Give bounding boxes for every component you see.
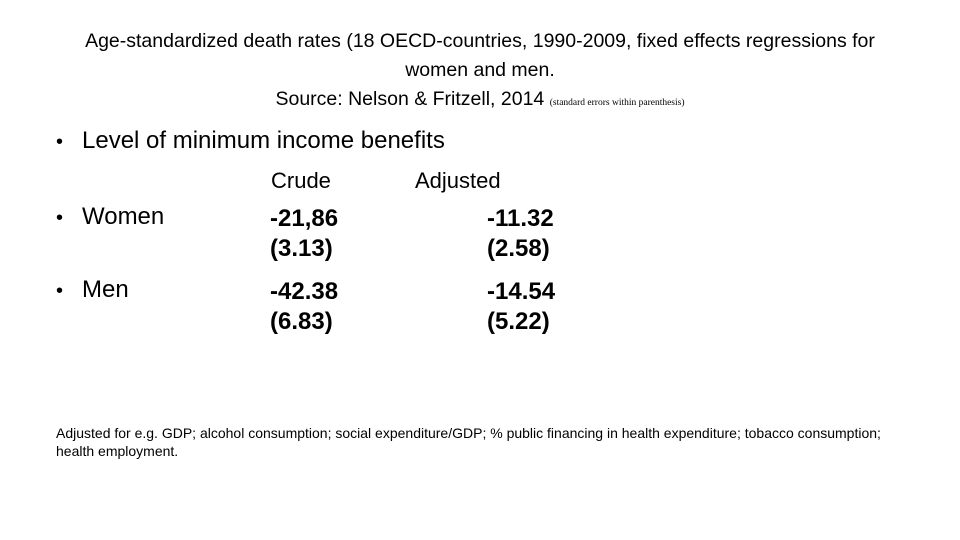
women-adjusted-cell: -11.32 (2.58) bbox=[487, 204, 554, 264]
women-crude-se: (3.13) bbox=[270, 235, 333, 262]
row-label-women: Women bbox=[82, 203, 165, 230]
title-line-1: Age-standardized death rates (18 OECD-co… bbox=[85, 30, 875, 52]
men-crude-se: (6.83) bbox=[270, 308, 333, 335]
men-crude-cell: -42.38 (6.83) bbox=[270, 277, 338, 337]
bullet-men: • Men bbox=[56, 276, 129, 304]
standard-errors-note: (standard errors within parenthesis) bbox=[549, 98, 685, 108]
row-label-men: Men bbox=[82, 276, 129, 303]
bullet-women: • Women bbox=[56, 203, 164, 231]
men-adjusted-cell: -14.54 (5.22) bbox=[487, 277, 555, 337]
footnote: Adjusted for e.g. GDP; alcohol consumpti… bbox=[56, 425, 881, 459]
bullet-icon: • bbox=[56, 207, 64, 229]
column-header-adjusted: Adjusted bbox=[415, 168, 501, 193]
source-citation: Source: Nelson & Fritzell, 2014 bbox=[275, 88, 545, 110]
slide-title: Age-standardized death rates (18 OECD-co… bbox=[40, 27, 920, 118]
bullet-icon: • bbox=[56, 131, 64, 153]
women-crude-value: -21,86 bbox=[270, 205, 339, 232]
bullet-main: • Level of minimum income benefits bbox=[56, 127, 445, 155]
men-crude-value: -42.38 bbox=[270, 278, 339, 305]
bullet-main-label: Level of minimum income benefits bbox=[82, 127, 445, 154]
title-line-2: women and men. bbox=[405, 59, 555, 81]
men-adjusted-se: (5.22) bbox=[487, 308, 550, 335]
women-adjusted-value: -11.32 bbox=[487, 205, 554, 232]
women-crude-cell: -21,86 (3.13) bbox=[270, 204, 338, 264]
column-header-crude: Crude bbox=[271, 168, 331, 193]
women-adjusted-se: (2.58) bbox=[487, 235, 550, 262]
bullet-icon: • bbox=[56, 280, 64, 302]
men-adjusted-value: -14.54 bbox=[487, 278, 556, 305]
title-line-3: Source: Nelson & Fritzell, 2014 (standar… bbox=[40, 85, 920, 118]
